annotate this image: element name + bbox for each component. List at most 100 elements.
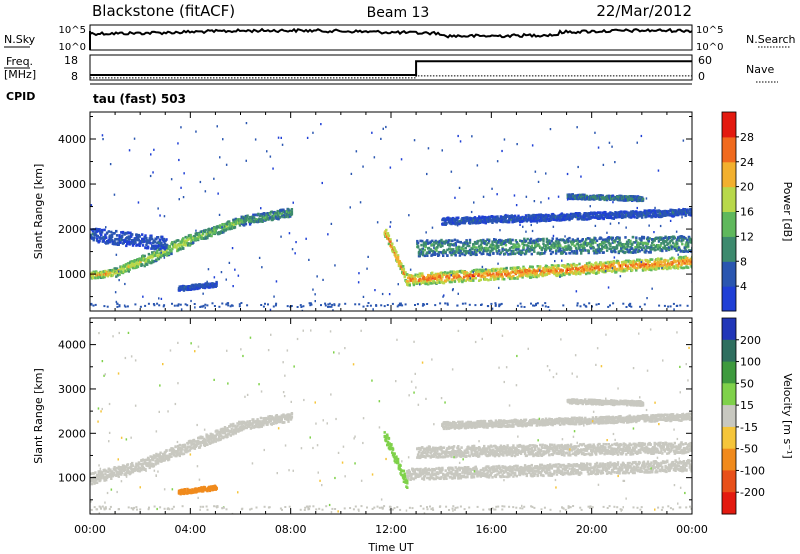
power-echo-cell: [482, 252, 485, 255]
power-echo-cell: [267, 216, 270, 220]
power-echo-cell: [485, 278, 488, 281]
power-echo-cell: [478, 249, 481, 253]
power-ground-cell: [163, 304, 166, 307]
power-echo-cell: [659, 238, 662, 241]
power-echo-cell: [95, 237, 99, 241]
power-echo-cell: [99, 230, 102, 233]
power-echo-cell: [496, 215, 499, 218]
power-noise-cell: [651, 287, 653, 290]
power-echo-cell: [286, 214, 289, 217]
power-echo-cell: [452, 248, 455, 251]
power-echo-cell: [542, 239, 545, 243]
power-echo-cell: [488, 239, 491, 243]
power-echo-cell: [676, 248, 680, 252]
power-ground-cell: [426, 303, 429, 305]
power-ground-cell: [327, 303, 330, 306]
power-echo-cell: [90, 233, 93, 237]
power-echo-cell: [96, 234, 100, 238]
power-noise-cell: [540, 201, 542, 204]
power-echo-cell: [566, 263, 569, 266]
power-noise-cell: [206, 280, 208, 283]
power-echo-cell: [529, 215, 532, 219]
power-echo-cell: [502, 220, 505, 224]
power-echo-cell: [229, 223, 232, 226]
power-echo-cell: [504, 243, 508, 247]
power-echo-cell: [130, 235, 133, 238]
power-echo-cell: [118, 234, 121, 237]
power-echo-cell: [618, 213, 621, 216]
power-ground-cell: [300, 306, 303, 308]
power-echo-cell: [414, 277, 417, 281]
power-echo-cell: [684, 214, 687, 217]
power-echo-cell: [664, 259, 667, 262]
power-echo-cell: [541, 252, 544, 255]
power-echo-cell: [653, 239, 656, 242]
power-echo-cell: [683, 261, 686, 265]
date-label: 22/Mar/2012: [596, 2, 692, 20]
power-noise-cell: [456, 224, 459, 227]
power-noise-cell: [105, 226, 107, 229]
power-echo-cell: [493, 278, 496, 281]
power-echo-cell: [494, 238, 498, 242]
power-echo-cell: [686, 262, 689, 266]
power-echo-cell: [625, 247, 629, 251]
power-echo-cell: [486, 238, 489, 241]
power-echo-cell: [486, 268, 489, 272]
power-noise-cell: [320, 123, 322, 126]
power-echo-cell: [432, 280, 436, 283]
power-echo-cell: [676, 236, 680, 239]
power-echo-cell: [493, 238, 496, 242]
power-echo-cell: [632, 260, 635, 264]
power-echo-cell: [115, 234, 119, 237]
power-echo-cell: [518, 239, 522, 242]
power-echo-cell: [534, 275, 537, 278]
power-echo-cell: [539, 266, 542, 269]
power-echo-cell: [670, 247, 673, 251]
power-echo-cell: [395, 256, 398, 260]
power-echo-cell: [452, 243, 456, 246]
power-echo-cell: [424, 245, 427, 249]
power-echo-cell: [255, 218, 258, 221]
power-noise-cell: [367, 255, 369, 258]
power-echo-cell: [283, 213, 286, 217]
power-echo-cell: [680, 239, 683, 243]
power-echo-cell: [461, 280, 464, 284]
power-echo-cell: [285, 209, 288, 213]
power-echo-cell: [166, 247, 170, 250]
power-echo-cell: [165, 238, 168, 241]
power-echo-cell: [98, 239, 101, 243]
power-ground-cell: [152, 303, 155, 305]
power-echo-cell: [129, 265, 132, 268]
power-echo-cell: [651, 238, 654, 241]
power-ground-cell: [177, 303, 180, 306]
power-echo-cell: [620, 194, 623, 198]
power-echo-cell: [136, 262, 139, 266]
power-echo-cell: [541, 246, 544, 250]
power-echo-cell: [468, 222, 472, 225]
power-noise-cell: [157, 207, 159, 210]
power-echo-cell: [591, 242, 595, 245]
power-echo-cell: [595, 212, 598, 215]
power-echo-cell: [597, 249, 600, 252]
power-echo-cell: [530, 269, 533, 273]
power-echo-cell: [401, 265, 405, 268]
power-noise-cell: [497, 262, 499, 265]
power-ground-cell: [533, 304, 536, 307]
power-noise-cell: [687, 250, 689, 253]
power-echo-cell: [453, 238, 457, 242]
power-ground-cell: [421, 304, 424, 307]
power-noise-cell: [431, 226, 434, 229]
power-echo-cell: [91, 275, 95, 278]
power-ground-cell: [309, 302, 312, 305]
power-ground-cell: [530, 302, 532, 305]
power-echo-cell: [500, 273, 503, 277]
power-noise-cell: [545, 172, 547, 175]
power-echo-cell: [407, 276, 411, 280]
power-echo-cell: [439, 251, 442, 254]
power-noise-cell: [618, 222, 620, 225]
power-echo-cell: [105, 270, 109, 274]
power-echo-cell: [488, 268, 492, 272]
power-echo-cell: [540, 219, 544, 222]
power-echo-cell: [503, 241, 507, 245]
power-ground-cell: [338, 303, 341, 306]
